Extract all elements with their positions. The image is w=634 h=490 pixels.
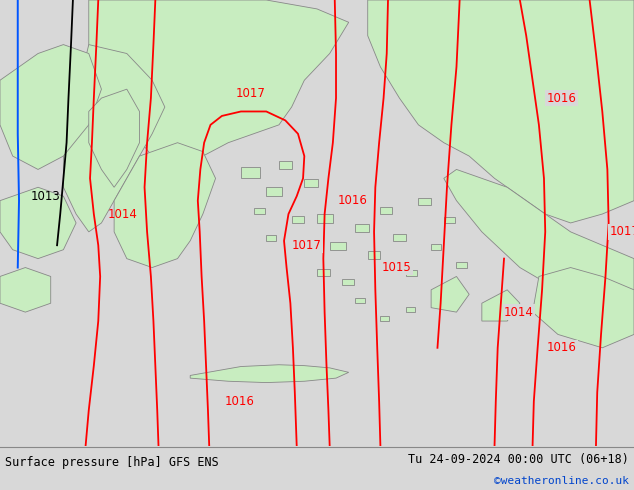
Text: 1014: 1014 <box>108 208 138 220</box>
Polygon shape <box>368 0 634 223</box>
Polygon shape <box>190 365 349 383</box>
Text: 1016: 1016 <box>547 342 576 354</box>
Text: 1014: 1014 <box>504 306 534 318</box>
Polygon shape <box>304 179 318 187</box>
Polygon shape <box>317 214 333 223</box>
Polygon shape <box>482 290 520 321</box>
Text: Tu 24-09-2024 00:00 UTC (06+18): Tu 24-09-2024 00:00 UTC (06+18) <box>408 453 629 466</box>
Polygon shape <box>355 224 369 232</box>
Text: 1015: 1015 <box>382 261 411 274</box>
Polygon shape <box>533 268 634 348</box>
Polygon shape <box>431 244 441 250</box>
Polygon shape <box>0 268 51 312</box>
Text: 1017: 1017 <box>610 225 634 238</box>
Text: Surface pressure [hPa] GFS ENS: Surface pressure [hPa] GFS ENS <box>5 456 219 469</box>
Polygon shape <box>355 298 365 303</box>
Polygon shape <box>89 89 139 187</box>
Polygon shape <box>380 316 389 321</box>
Polygon shape <box>368 251 380 259</box>
Polygon shape <box>266 235 276 241</box>
Polygon shape <box>266 187 282 196</box>
Polygon shape <box>63 45 165 232</box>
Polygon shape <box>292 216 304 223</box>
Polygon shape <box>444 217 455 223</box>
Polygon shape <box>342 279 354 285</box>
Text: 1013: 1013 <box>30 190 60 203</box>
Polygon shape <box>279 161 292 170</box>
Polygon shape <box>418 198 431 205</box>
Polygon shape <box>114 143 216 268</box>
Text: 1017: 1017 <box>235 87 266 100</box>
Text: 1016: 1016 <box>337 194 367 207</box>
Polygon shape <box>330 242 346 250</box>
Text: 1017: 1017 <box>292 239 321 252</box>
Text: 1016: 1016 <box>224 394 255 408</box>
Polygon shape <box>406 307 415 312</box>
Polygon shape <box>241 167 260 178</box>
Polygon shape <box>406 270 417 276</box>
Polygon shape <box>431 276 469 312</box>
Polygon shape <box>456 262 467 268</box>
Text: 1016: 1016 <box>547 92 576 104</box>
Polygon shape <box>380 207 392 214</box>
Polygon shape <box>444 170 634 303</box>
Polygon shape <box>393 234 406 241</box>
Polygon shape <box>317 270 330 276</box>
Text: ©weatheronline.co.uk: ©weatheronline.co.uk <box>494 476 629 486</box>
Polygon shape <box>0 187 76 259</box>
Polygon shape <box>89 0 349 170</box>
Polygon shape <box>254 208 265 214</box>
Polygon shape <box>0 45 101 170</box>
